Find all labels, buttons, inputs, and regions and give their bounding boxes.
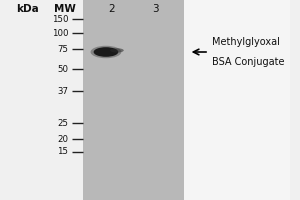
Ellipse shape [110, 48, 124, 53]
Text: 75: 75 [57, 45, 68, 53]
Text: kDa: kDa [16, 4, 39, 14]
Text: 50: 50 [57, 64, 68, 73]
Text: 150: 150 [52, 15, 68, 23]
Text: 100: 100 [52, 28, 68, 38]
Bar [184, 0, 290, 200]
Text: 15: 15 [57, 148, 68, 156]
Bar [83, 0, 184, 200]
Text: MW: MW [53, 4, 75, 14]
Text: 37: 37 [57, 87, 68, 96]
Text: 20: 20 [57, 134, 68, 144]
Ellipse shape [94, 47, 118, 57]
Text: 25: 25 [57, 118, 68, 128]
Text: Methylglyoxal: Methylglyoxal [212, 37, 280, 47]
Text: 2: 2 [108, 4, 115, 14]
Ellipse shape [91, 46, 122, 58]
Text: 3: 3 [152, 4, 159, 14]
Text: BSA Conjugate: BSA Conjugate [212, 57, 284, 67]
